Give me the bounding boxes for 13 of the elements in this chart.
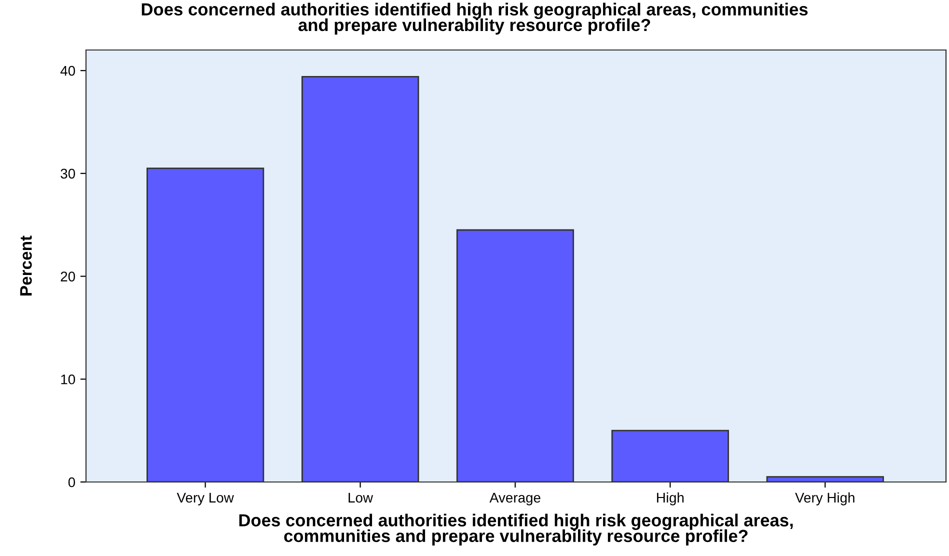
x-tick-label: High [657, 492, 684, 506]
y-axis-title: Percent [20, 236, 32, 296]
x-tick-label: Very High [795, 492, 854, 506]
y-tick-label: 40 [60, 66, 76, 76]
chart-title: Does concerned authorities identified high risk geographical areas, communities and prepare vulnerability resource profile? [142, 2, 808, 35]
y-tick-label: 20 [60, 272, 76, 282]
y-tick-label: 0 [68, 477, 76, 488]
x-tick-label: Average [490, 492, 540, 506]
y-tick-label: 30 [60, 168, 76, 179]
x-axis-title: Does concerned authorities identified high risk geographical areas, communities and prepare vulnerability resource profile? [239, 514, 793, 546]
x-tick-label: Low [348, 492, 374, 503]
x-tick-label: Very Low [176, 492, 234, 506]
y-tick-label: 10 [61, 374, 76, 384]
